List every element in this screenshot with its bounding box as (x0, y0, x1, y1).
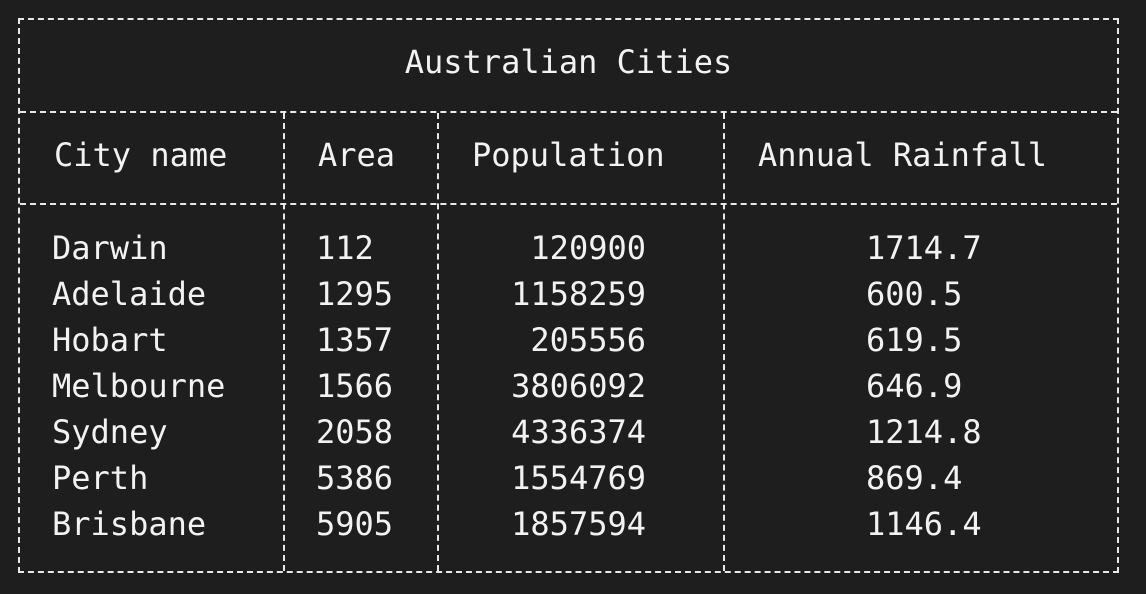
table-cell: 1158259 (511, 275, 646, 313)
table-cell: 1566 (316, 367, 394, 405)
city-name-column: Darwin Adelaide Hobart Melbourne Sydney … (52, 225, 225, 547)
annual-rainfall-column: 1714.7 600.5 619.5 646.9 1214.8 869.4 11… (866, 225, 982, 547)
table-cell: 1857594 (511, 505, 646, 543)
column-divider (437, 113, 439, 571)
header-annual-rainfall: Annual Rainfall (758, 136, 1047, 174)
table-cell: 1214.8 (866, 413, 982, 451)
area-column: 112 1295 1357 1566 2058 5386 5905 (316, 225, 393, 547)
table-cell: 5905 (316, 505, 394, 543)
table-cell: Perth (52, 459, 149, 497)
table-cell: Melbourne (52, 367, 226, 405)
table-cell: 869.4 (866, 459, 963, 497)
data-table: Australian Cities City name Area Populat… (18, 18, 1119, 573)
table-cell: 2058 (316, 413, 394, 451)
table-cell: 646.9 (866, 367, 963, 405)
table-cell: 1146.4 (866, 505, 982, 543)
table-cell: 4336374 (511, 413, 646, 451)
table-cell: Sydney (52, 413, 168, 451)
table-cell: 1357 (316, 321, 394, 359)
table-cell: Adelaide (52, 275, 207, 313)
column-divider (723, 113, 725, 571)
table-cell: 205556 (530, 321, 646, 359)
table-cell: 120900 (530, 229, 646, 267)
table-cell: 5386 (316, 459, 394, 497)
table-cell: 3806092 (511, 367, 646, 405)
header-divider (20, 203, 1117, 205)
table-cell: 619.5 (866, 321, 963, 359)
title-divider (20, 111, 1117, 113)
header-population: Population (472, 136, 665, 174)
header-area: Area (318, 136, 396, 174)
table-title: Australian Cities (404, 43, 733, 81)
table-cell: 112 (316, 229, 374, 267)
table-cell: 1295 (316, 275, 394, 313)
table-cell: 1554769 (511, 459, 646, 497)
table-cell: 600.5 (866, 275, 963, 313)
population-column: 120900 1158259 205556 3806092 4336374 15… (470, 225, 646, 547)
table-cell: Hobart (52, 321, 168, 359)
header-city-name: City name (54, 136, 228, 174)
table-cell: 1714.7 (866, 229, 982, 267)
table-cell: Brisbane (52, 505, 207, 543)
column-divider (283, 113, 285, 571)
table-cell: Darwin (52, 229, 168, 267)
